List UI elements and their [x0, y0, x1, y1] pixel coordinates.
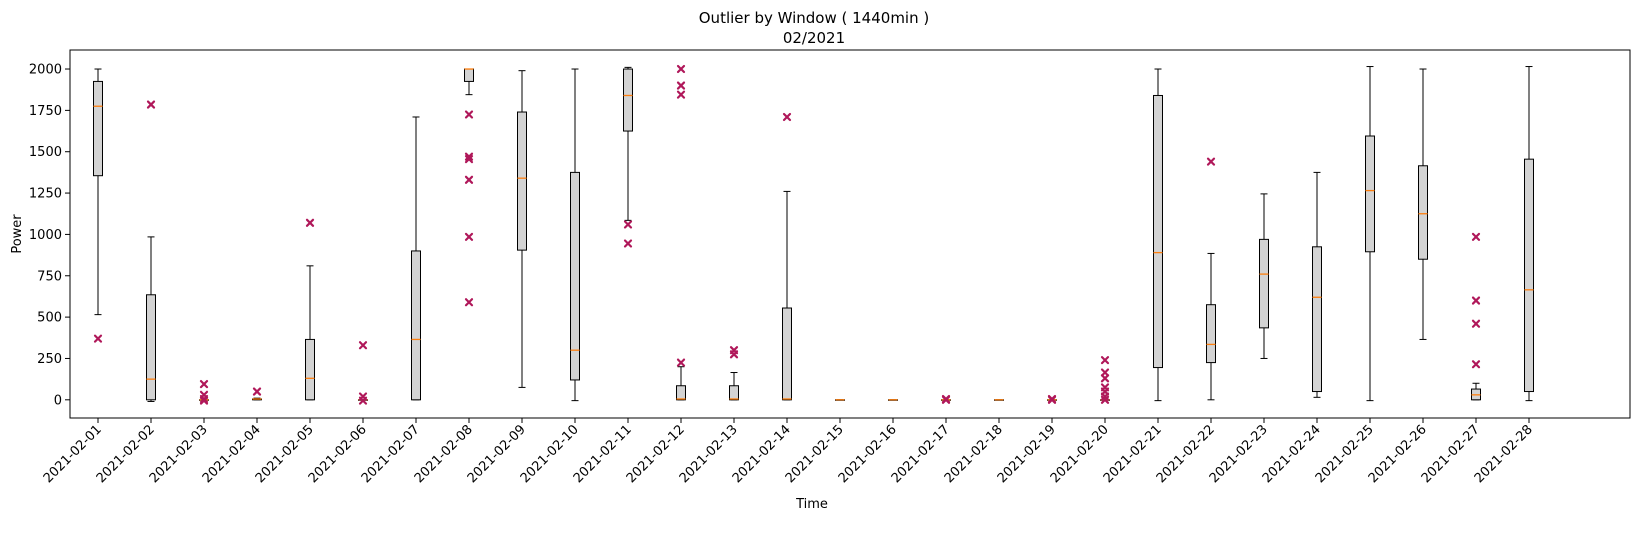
box-iqr: [305, 338, 315, 401]
outlier-marker: [252, 387, 262, 396]
outlier-marker: [358, 396, 368, 405]
plot-area: [93, 64, 1534, 405]
box-2021-02-17: [941, 394, 951, 404]
box-iqr: [93, 80, 103, 177]
box-2021-02-10: [570, 68, 580, 402]
box-2021-02-07: [411, 116, 421, 401]
box-2021-02-25: [1365, 66, 1375, 402]
outlier-marker: [199, 394, 209, 404]
box-iqr: [570, 171, 580, 381]
outlier-marker: [464, 298, 474, 307]
box-iqr: [1312, 246, 1322, 393]
box-2021-02-16: [888, 399, 898, 401]
axes-frame: [69, 49, 1631, 419]
outlier-marker: [1471, 319, 1481, 328]
y-axis-label: Power: [10, 214, 25, 254]
outlier-marker: [199, 379, 209, 389]
outlier-marker: [1206, 157, 1216, 166]
box-2021-02-28: [1524, 66, 1534, 402]
outlier-marker: [464, 175, 474, 184]
chart-title: Outlier by Window ( 1440min ): [699, 9, 929, 27]
outlier-marker: [782, 112, 792, 122]
box-2021-02-26: [1418, 68, 1428, 340]
box-iqr: [1365, 135, 1375, 253]
box-iqr: [517, 111, 527, 251]
outlier-marker: [1100, 395, 1110, 404]
box-2021-02-04: [252, 387, 262, 401]
box-iqr: [623, 68, 633, 132]
box-iqr: [146, 294, 156, 401]
outlier-marker: [623, 220, 633, 229]
outlier-marker: [93, 334, 103, 343]
box-2021-02-05: [305, 218, 315, 401]
outlier-marker: [464, 232, 474, 241]
box-iqr: [411, 250, 421, 401]
box-2021-02-08: [464, 68, 474, 307]
outlier-marker: [1471, 296, 1481, 305]
box-2021-02-06: [358, 341, 368, 405]
box-iqr: [782, 307, 792, 401]
box-2021-02-03: [199, 379, 209, 405]
outlier-marker: [729, 350, 739, 359]
box-iqr: [1418, 165, 1428, 260]
box-iqr: [464, 68, 474, 82]
box-2021-02-02: [146, 100, 156, 402]
outlier-marker: [199, 396, 209, 405]
box-2021-02-27: [1471, 232, 1481, 401]
box-2021-02-22: [1206, 157, 1216, 401]
outlier-marker: [1100, 356, 1110, 365]
y-tick-label: 750: [37, 269, 62, 284]
outlier-marker: [464, 110, 474, 119]
outlier-marker: [676, 358, 686, 367]
outlier-marker: [676, 81, 686, 90]
outlier-marker: [1047, 395, 1057, 404]
x-axis-label: Time: [795, 497, 828, 512]
box-2021-02-20: [1100, 356, 1110, 404]
box-iqr: [1259, 238, 1269, 329]
box-iqr: [1524, 158, 1534, 393]
y-tick-label: 1500: [29, 145, 62, 160]
box-2021-02-11: [623, 66, 633, 248]
box-2021-02-01: [93, 68, 103, 343]
outlier-marker: [1100, 368, 1110, 377]
box-2021-02-09: [517, 70, 527, 388]
outlier-marker: [146, 100, 156, 109]
x-axis: 2021-02-012021-02-022021-02-032021-02-04…: [41, 418, 1536, 486]
outlier-marker: [1471, 360, 1481, 369]
box-iqr: [1206, 304, 1216, 364]
box-2021-02-13: [729, 346, 739, 401]
outlier-marker: [305, 218, 315, 227]
y-tick-label: 0: [54, 393, 62, 408]
y-tick-label: 2000: [29, 63, 62, 78]
box-2021-02-19: [1047, 394, 1057, 404]
outlier-marker: [676, 64, 686, 74]
outlier-marker: [1471, 232, 1481, 241]
box-2021-02-12: [676, 64, 686, 401]
box-2021-02-24: [1312, 171, 1322, 398]
outlier-marker: [358, 341, 368, 350]
outlier-marker: [676, 90, 686, 99]
outlier-marker: [941, 395, 951, 404]
y-tick-label: 250: [37, 352, 62, 367]
outlier-marker: [1100, 374, 1110, 383]
y-tick-label: 1250: [29, 187, 62, 202]
y-axis: 0 250 500 750 1000 1250 1500 1750 2000: [29, 63, 70, 408]
outlier-marker: [623, 239, 633, 248]
box-iqr: [1153, 94, 1163, 369]
box-2021-02-18: [994, 399, 1004, 401]
outlier-marker: [464, 155, 474, 164]
box-2021-02-15: [835, 399, 845, 401]
box-iqr: [729, 385, 739, 401]
box-2021-02-14: [782, 112, 792, 401]
y-tick-label: 500: [37, 311, 62, 326]
box-2021-02-23: [1259, 193, 1269, 359]
chart-subtitle: 02/2021: [783, 29, 845, 47]
y-tick-label: 1000: [29, 228, 62, 243]
y-tick-label: 1750: [29, 104, 62, 119]
box-iqr: [676, 385, 686, 401]
box-2021-02-21: [1153, 68, 1163, 402]
